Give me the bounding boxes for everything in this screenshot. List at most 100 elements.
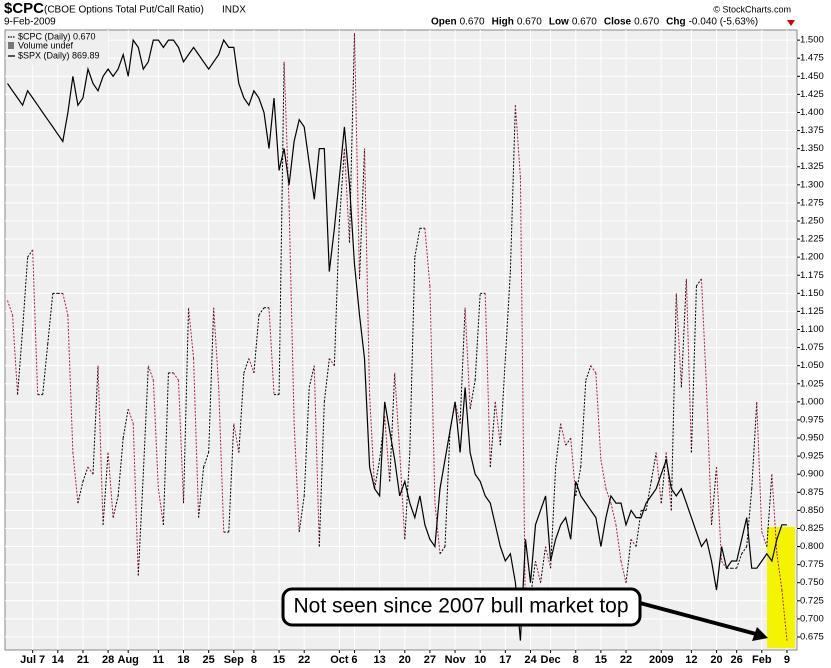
line-segment bbox=[198, 466, 205, 518]
annotation: Not seen since 2007 bull market top bbox=[293, 595, 628, 618]
y-tick-label: 1.500 bbox=[800, 35, 824, 46]
line-segment bbox=[484, 293, 491, 467]
line-segment bbox=[680, 278, 687, 388]
x-tick-label: 25 bbox=[203, 654, 215, 666]
x-tick-label: Sep bbox=[224, 654, 244, 666]
line-segment bbox=[32, 249, 39, 395]
highlight bbox=[767, 527, 795, 648]
y-tick-label: 1.275 bbox=[800, 197, 824, 208]
line-segment bbox=[635, 510, 642, 547]
line-segment bbox=[359, 148, 366, 279]
line-segment bbox=[439, 546, 446, 555]
line-segment bbox=[107, 452, 114, 518]
line-segment bbox=[132, 423, 139, 576]
line bbox=[7, 38, 787, 641]
x-tick-label: 22 bbox=[298, 654, 310, 666]
x-tick-label: Jul 7 bbox=[20, 654, 45, 666]
line-segment bbox=[625, 539, 632, 583]
line-segment bbox=[399, 452, 406, 540]
line-segment bbox=[87, 466, 94, 475]
y-tick-label: 1.175 bbox=[800, 270, 824, 281]
line-segment bbox=[152, 380, 159, 489]
line-segment bbox=[17, 329, 24, 395]
line-segment bbox=[122, 409, 129, 439]
line-segment bbox=[464, 307, 471, 410]
quote: Open 0.670 High 0.670 Low 0.670 Close 0.670 Chg -… bbox=[431, 17, 758, 28]
line-segment bbox=[22, 257, 29, 330]
x-tick-label: 17 bbox=[499, 654, 511, 666]
line-segment bbox=[384, 416, 391, 482]
line-segment bbox=[519, 177, 526, 627]
line-segment bbox=[188, 307, 195, 359]
x-tick-label: 21 bbox=[77, 654, 89, 666]
line-segment bbox=[550, 466, 557, 569]
y-tick-label: 0.875 bbox=[800, 487, 824, 498]
line-segment bbox=[288, 206, 295, 424]
line-segment bbox=[308, 365, 315, 388]
line-segment bbox=[338, 148, 345, 222]
quote-value: -0.040 (-5.63%) bbox=[689, 17, 758, 28]
line-segment bbox=[494, 401, 501, 446]
line-segment bbox=[318, 401, 325, 547]
line-segment bbox=[776, 553, 783, 591]
line-segment bbox=[353, 32, 361, 279]
line-segment bbox=[218, 387, 225, 533]
line-segment bbox=[751, 401, 758, 489]
line-segment bbox=[615, 524, 622, 562]
line-segment bbox=[489, 401, 496, 468]
line-segment bbox=[72, 452, 79, 504]
line-segment bbox=[645, 481, 652, 511]
line-segment bbox=[12, 315, 19, 395]
quote-label: Low bbox=[549, 17, 569, 28]
line-segment bbox=[610, 503, 617, 525]
line-segment bbox=[570, 437, 577, 496]
line-segment bbox=[736, 553, 743, 569]
legend-entry: Volume undef bbox=[18, 40, 74, 50]
quote-label: Close bbox=[604, 17, 632, 28]
line-segment bbox=[268, 307, 275, 395]
x-tick-label: Oct bbox=[330, 654, 349, 666]
line-segment bbox=[258, 307, 265, 316]
line-segment bbox=[323, 358, 330, 402]
quote-label: Chg bbox=[666, 17, 685, 28]
line-segment bbox=[389, 372, 396, 482]
line-segment bbox=[756, 401, 763, 533]
legend-entry: $CPC (Daily) 0.670 bbox=[18, 31, 96, 41]
line-segment bbox=[278, 61, 285, 395]
line-segment bbox=[203, 452, 210, 468]
x-tick-label: 28 bbox=[102, 654, 114, 666]
x-tick-label: 9 bbox=[784, 654, 790, 666]
line-segment bbox=[233, 423, 240, 453]
x-tick-label: 2009 bbox=[649, 654, 673, 666]
x-tick-label: 13 bbox=[374, 654, 386, 666]
line-segment bbox=[675, 293, 682, 388]
x-tick-label: 8 bbox=[251, 654, 257, 666]
y-tick-label: 0.850 bbox=[800, 505, 824, 516]
annotation-box bbox=[281, 587, 642, 627]
quote-value: 0.670 bbox=[634, 17, 659, 28]
line-segment bbox=[62, 293, 69, 316]
line-segment bbox=[313, 365, 320, 547]
y-tick-label: 0.975 bbox=[800, 414, 824, 425]
marks bbox=[7, 32, 788, 641]
line-segment bbox=[42, 343, 49, 395]
line-segment bbox=[77, 481, 84, 504]
y-tick-label: 1.250 bbox=[800, 216, 824, 227]
line-segment bbox=[665, 452, 672, 511]
line-segment bbox=[177, 380, 185, 504]
line-segment bbox=[142, 365, 149, 475]
line-segment bbox=[766, 474, 773, 547]
y-tick-label: 0.950 bbox=[800, 433, 824, 444]
y-tick-label: 1.075 bbox=[800, 342, 824, 353]
x-tick-label: 12 bbox=[685, 654, 697, 666]
line-segment bbox=[47, 293, 54, 345]
line-segment bbox=[705, 387, 713, 525]
y-tick-label: 0.800 bbox=[800, 541, 824, 552]
line-segment bbox=[369, 394, 376, 489]
line-segment bbox=[424, 228, 431, 287]
x-tick-label: 11 bbox=[153, 654, 165, 666]
line-segment bbox=[605, 488, 612, 504]
y-tick-label: 1.025 bbox=[800, 378, 824, 389]
x-tick-label: Feb bbox=[752, 654, 772, 666]
